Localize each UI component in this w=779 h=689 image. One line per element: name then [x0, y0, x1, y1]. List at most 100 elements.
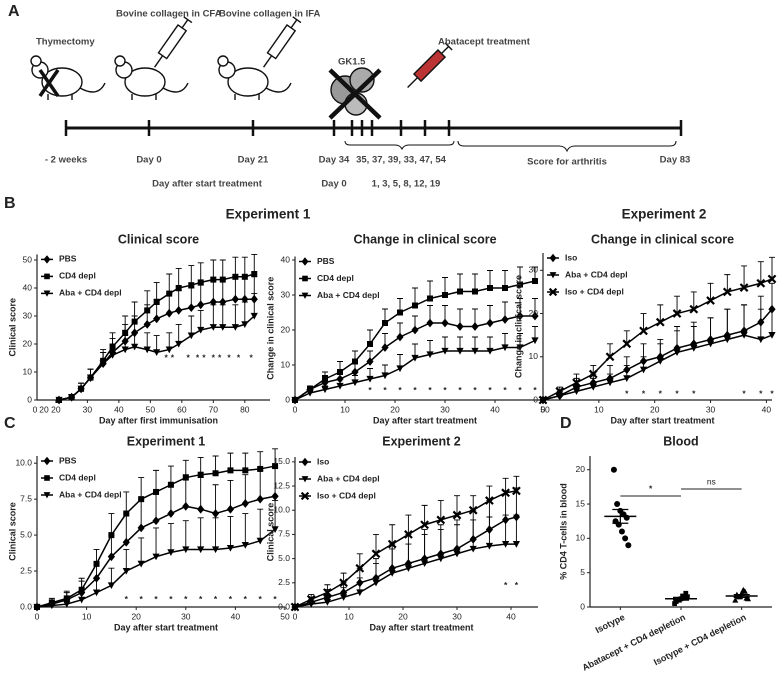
marker: [572, 388, 581, 395]
marker: [387, 539, 397, 549]
marker: [143, 320, 151, 329]
marker: [251, 271, 258, 277]
significance-star: *: [202, 352, 206, 362]
marker: [426, 318, 434, 328]
error-bar: [389, 548, 396, 574]
error-bar: [673, 596, 689, 601]
marker: [167, 509, 175, 518]
marker: [502, 285, 508, 291]
marker: [152, 553, 160, 561]
marker: [355, 563, 365, 573]
marker: [232, 273, 239, 280]
marker: [371, 549, 381, 559]
marker: [538, 395, 548, 405]
marker: [452, 510, 462, 520]
x-tick-label: 10: [82, 611, 92, 621]
marker: [122, 329, 129, 336]
marker: [219, 324, 227, 331]
marker: [531, 311, 539, 321]
marker: [336, 382, 344, 390]
error-bar: [219, 259, 226, 280]
x-tick-label: 30: [83, 404, 93, 414]
x-tick-label: 10: [344, 611, 354, 621]
error-bar: [690, 291, 697, 310]
marker: [187, 332, 195, 340]
marker: [131, 318, 138, 325]
legend-label: Aba + CD4 depl: [59, 288, 122, 298]
error-bar: [167, 523, 174, 553]
y-axis-label: % CD4 T-cells in blood: [558, 483, 568, 580]
marker: [197, 471, 204, 478]
marker: [107, 552, 115, 562]
legend-marker: [44, 475, 50, 481]
x-axis-label: Day after start treatment: [373, 415, 477, 425]
marker: [290, 602, 300, 612]
marker: [138, 496, 145, 503]
marker: [108, 352, 117, 359]
error-bar: [405, 514, 412, 535]
error-bar: [175, 267, 182, 288]
x-tick-label: 30: [440, 404, 450, 414]
significance-star: *: [249, 352, 253, 362]
x-tick-label: Isotype: [594, 612, 627, 635]
significance-star: *: [196, 352, 200, 362]
error-bar: [421, 504, 428, 525]
panel-label: C: [4, 415, 16, 432]
error-bar: [690, 326, 697, 349]
marker: [420, 520, 429, 530]
marker: [487, 285, 493, 291]
marker: [77, 385, 85, 393]
marker: [572, 378, 581, 388]
marker: [271, 526, 279, 533]
error-bar: [437, 529, 444, 559]
error-bar: [166, 273, 173, 294]
marker: [722, 287, 732, 297]
x-tick-label: 20: [131, 611, 141, 621]
marker: [137, 560, 145, 568]
x-axis-label: Day after first immunisation: [99, 415, 218, 425]
significance-star: *: [473, 385, 477, 395]
marker: [63, 595, 70, 602]
marker: [219, 297, 227, 307]
legend-marker: [301, 476, 309, 483]
marker: [426, 351, 434, 359]
x-axis-label: Day after start treatment: [114, 622, 218, 632]
y-tick-label: 10: [23, 366, 33, 376]
y-tick-label: 40: [281, 254, 291, 264]
x-tick-label: 20: [650, 404, 660, 414]
marker: [209, 297, 217, 307]
x-tick-label: 50: [280, 611, 290, 621]
marker: [182, 474, 189, 481]
marker: [153, 299, 160, 305]
marker: [468, 505, 478, 515]
error-bar: [502, 514, 509, 545]
error-bar: [757, 261, 764, 284]
x-tick-label: 50: [540, 404, 550, 414]
y-tick-label: 7.5: [20, 493, 32, 503]
legend-marker: [43, 492, 51, 499]
error-bar: [123, 549, 130, 572]
marker: [411, 325, 419, 335]
timeline-tick-label: Day 83: [660, 155, 691, 166]
error-bar: [251, 253, 258, 274]
legend-marker: [549, 253, 557, 263]
y-tick-label: 0: [533, 394, 538, 404]
x-tick-label: 0: [293, 611, 298, 621]
marker: [167, 481, 174, 488]
significance-star: *: [229, 594, 233, 604]
marker: [107, 582, 115, 590]
error-bar: [470, 519, 477, 549]
marker: [188, 282, 195, 289]
x-tick-label: 20: [51, 404, 61, 414]
error-bar: [167, 465, 174, 485]
x-tick-label: 50: [146, 404, 156, 414]
marker: [175, 340, 183, 348]
marker: [453, 550, 461, 558]
timeline-tick-label: Day 21: [238, 155, 269, 166]
marker: [396, 332, 404, 342]
marker: [55, 396, 63, 404]
marker: [404, 530, 413, 539]
significance-star: *: [742, 389, 746, 399]
marker: [472, 288, 478, 295]
